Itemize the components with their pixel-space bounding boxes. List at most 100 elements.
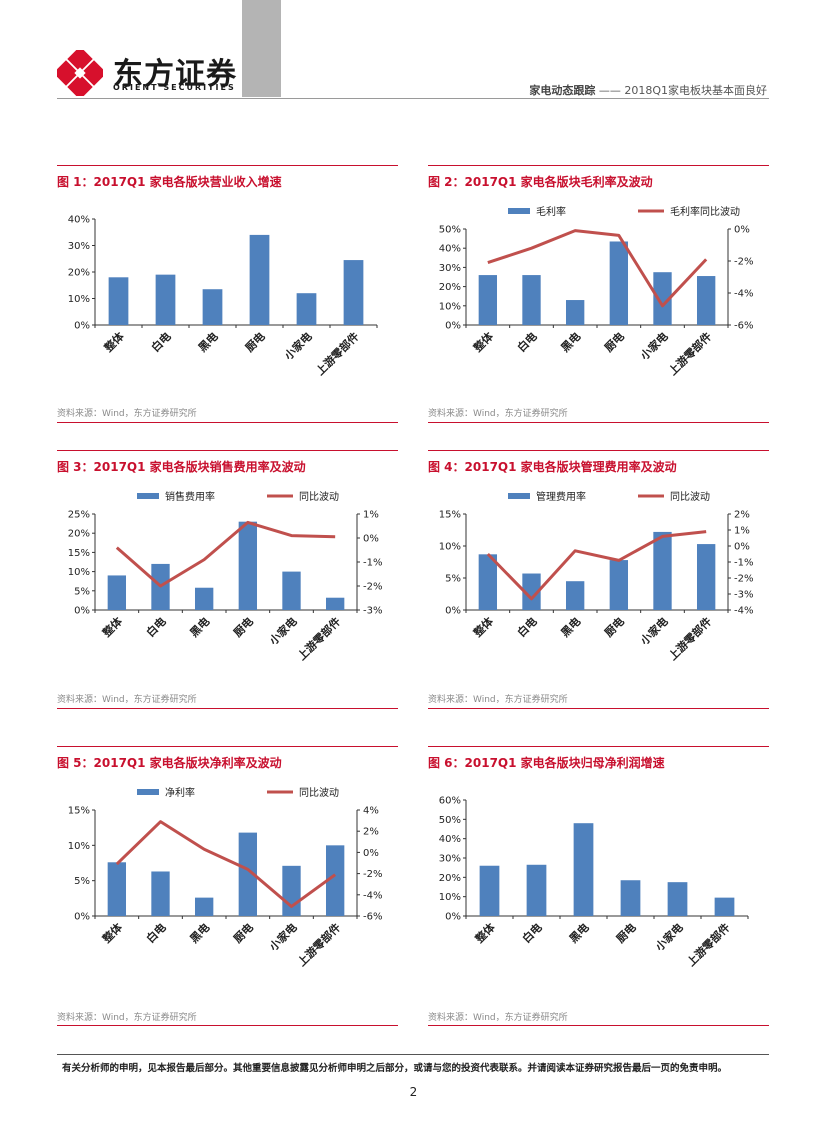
figure-3-source: 资料来源：Wind，东方证券研究所 xyxy=(57,695,197,705)
bar xyxy=(194,897,214,916)
y-tick-label: 50% xyxy=(439,815,461,826)
x-category-label: 整体 xyxy=(470,614,497,641)
bar xyxy=(194,587,214,610)
panel-top-rule xyxy=(57,746,398,747)
x-category-label: 整体 xyxy=(99,614,126,641)
bar xyxy=(202,289,223,325)
figure-5-panel: 图 5：2017Q1 家电各版块净利率及波动 净利率 同比波动 0% 5% 10% 15%… xyxy=(57,746,398,1026)
y-right-tick-label: 1% xyxy=(734,526,750,537)
y-tick-label: 10% xyxy=(439,301,461,312)
legend-label: 毛利率同比波动 xyxy=(670,205,740,218)
bar xyxy=(343,260,364,325)
y-tick-label: 30% xyxy=(439,263,461,274)
y-right-tick-label: -3% xyxy=(363,606,382,617)
y-right-tick-label: -6% xyxy=(734,321,753,332)
panel-top-rule xyxy=(428,746,769,747)
legend-bar-swatch xyxy=(137,789,159,795)
panel-bottom-rule xyxy=(57,1025,398,1026)
figure-1-title: 图 1：2017Q1 家电各版块营业收入增速 xyxy=(57,175,282,189)
figure-2-panel: 图 2：2017Q1 家电各版块毛利率及波动 毛利率 毛利率同比波动 0% 10% 20… xyxy=(428,165,769,425)
figure-6-source: 资料来源：Wind，东方证券研究所 xyxy=(428,1013,568,1023)
legend-label: 净利率 xyxy=(165,786,195,799)
y-right-tick-label: 1% xyxy=(363,510,379,521)
y-tick-label: 15% xyxy=(439,510,461,521)
header-report-title: 家电动态跟踪 —— 2018Q1家电板块基本面良好 xyxy=(529,82,767,98)
y-tick-label: 20% xyxy=(439,282,461,293)
y-right-tick-label: -3% xyxy=(734,590,753,601)
x-category-label: 黑电 xyxy=(187,614,212,639)
series-line xyxy=(487,229,708,308)
x-category-label: 上游零部件 xyxy=(294,920,343,969)
y-right-tick-label: 0% xyxy=(363,848,379,859)
x-category-label: 上游零部件 xyxy=(313,329,362,378)
x-category-label: 白电 xyxy=(519,920,544,945)
x-category-label: 小家电 xyxy=(266,920,300,954)
x-category-label: 厨电 xyxy=(242,329,267,354)
y-tick-label: 40% xyxy=(68,215,90,226)
brand-name-en: ORIENT SECURITIES xyxy=(113,83,236,92)
bar xyxy=(155,274,176,325)
x-category-label: 小家电 xyxy=(637,614,671,648)
x-category-label: 黑电 xyxy=(566,920,591,945)
bar xyxy=(526,864,547,916)
x-category-label: 厨电 xyxy=(601,614,626,639)
disclaimer-text: 有关分析师的申明，见本报告最后部分。其他重要信息披露见分析师申明之后部分，或请与… xyxy=(62,1063,728,1074)
bar xyxy=(609,560,629,610)
y-tick-label: 25% xyxy=(68,510,90,521)
bar xyxy=(565,300,585,325)
orient-securities-logo-icon xyxy=(57,50,103,96)
figure-3-panel: 图 3：2017Q1 家电各版块销售费用率及波动 销售费用率 同比波动 0% 5% 10… xyxy=(57,450,398,710)
panel-bottom-rule xyxy=(57,708,398,709)
bar xyxy=(107,575,127,610)
figure-5-chart: 净利率 同比波动 0% 5% 10% 15% -6% -4% -2% 0% 2% 4% 整体 白电 黑电 厨电… xyxy=(68,786,383,969)
y-tick-label: 0% xyxy=(74,606,90,617)
y-right-tick-label: 2% xyxy=(734,510,750,521)
figure-6-panel: 图 6：2017Q1 家电各版块归母净利润增速 0% 10% 20% 30% 40% 50… xyxy=(428,746,769,1026)
bar xyxy=(107,862,127,916)
y-right-tick-label: 4% xyxy=(363,806,379,817)
brand-name-cn: 东方证券 xyxy=(113,57,237,92)
y-right-tick-label: -2% xyxy=(363,869,382,880)
x-category-label: 上游零部件 xyxy=(665,329,714,378)
y-right-tick-label: 0% xyxy=(734,542,750,553)
y-tick-label: 30% xyxy=(68,241,90,252)
y-tick-label: 40% xyxy=(439,244,461,255)
x-category-label: 小家电 xyxy=(266,614,300,648)
y-tick-label: 0% xyxy=(445,321,461,332)
panel-top-rule xyxy=(57,450,398,451)
header-gray-bar xyxy=(242,0,281,97)
y-tick-label: 20% xyxy=(68,268,90,279)
y-right-tick-label: -6% xyxy=(363,912,382,923)
y-right-tick-label: -2% xyxy=(734,257,753,268)
legend-bar-swatch xyxy=(508,493,530,499)
panel-bottom-rule xyxy=(428,708,769,709)
bar xyxy=(282,865,301,916)
series-line xyxy=(115,820,337,908)
bar xyxy=(565,581,585,610)
x-category-label: 白电 xyxy=(514,329,539,354)
figure-5-source: 资料来源：Wind，东方证券研究所 xyxy=(57,1013,197,1023)
bar xyxy=(667,882,688,916)
bar xyxy=(238,832,258,916)
bar xyxy=(522,573,541,610)
x-category-label: 厨电 xyxy=(613,920,638,945)
legend-label: 同比波动 xyxy=(299,786,339,799)
figure-5-title: 图 5：2017Q1 家电各版块净利率及波动 xyxy=(57,756,282,770)
x-category-label: 白电 xyxy=(143,614,168,639)
y-right-tick-label: 0% xyxy=(734,225,750,236)
panel-top-rule xyxy=(57,165,398,166)
series-line xyxy=(486,530,707,601)
bar xyxy=(478,275,498,325)
y-right-tick-label: -2% xyxy=(363,582,382,593)
y-right-tick-label: -4% xyxy=(363,890,382,901)
figure-4-chart: 管理费用率 同比波动 0% 5% 10% 15% -4% -3% -2% -1% 0% 1% 2% 整体白… xyxy=(439,490,754,663)
panel-bottom-rule xyxy=(57,422,398,423)
legend-label: 管理费用率 xyxy=(536,490,586,503)
x-category-label: 白电 xyxy=(514,614,539,639)
legend-bar-swatch xyxy=(137,493,159,499)
bar xyxy=(238,521,258,610)
bar xyxy=(573,823,594,916)
legend-label: 同比波动 xyxy=(299,490,339,503)
bar xyxy=(609,241,629,325)
